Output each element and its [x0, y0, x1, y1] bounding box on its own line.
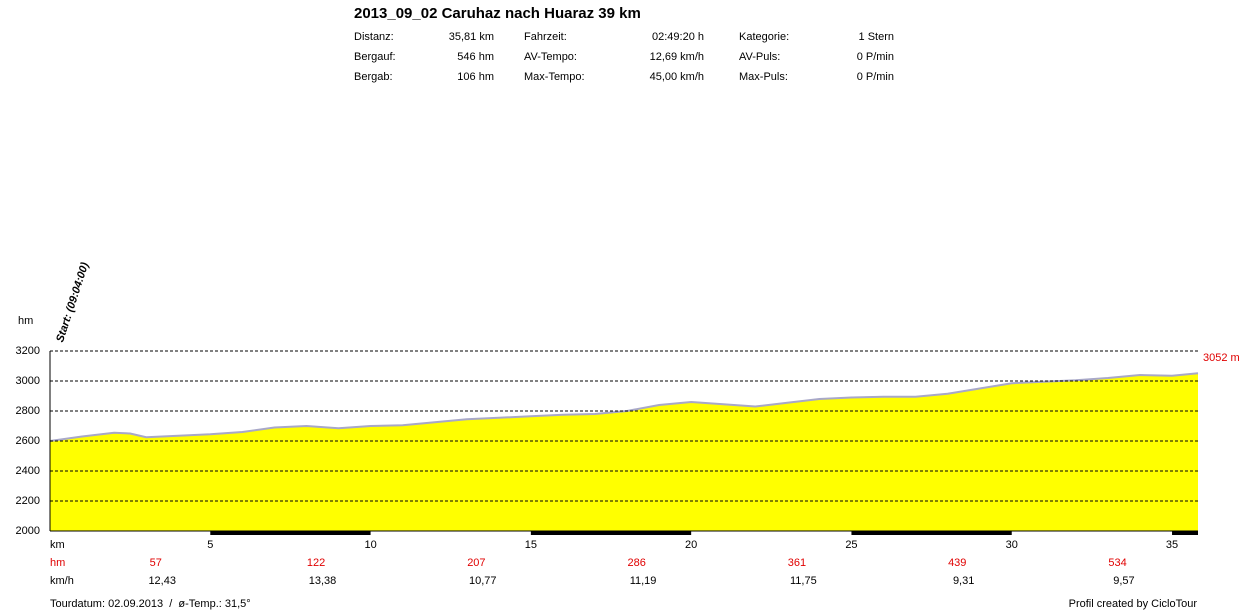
stat-label: Fahrzeit: — [524, 31, 567, 43]
row-value: 286 — [627, 557, 645, 569]
x-tick-bar — [1172, 531, 1198, 535]
row-value: 9,31 — [953, 575, 974, 587]
y-axis-label: hm — [18, 315, 33, 327]
x-tick-label: 5 — [207, 539, 213, 551]
stat-label: AV-Tempo: — [524, 51, 577, 63]
elevation-line — [49, 372, 1199, 442]
row-value: 13,38 — [309, 575, 337, 587]
stat-value: 12,69 km/h — [650, 51, 704, 63]
stat-value: 0 P/min — [857, 51, 894, 63]
row-value: 534 — [1108, 557, 1126, 569]
row-value: 361 — [788, 557, 806, 569]
y-tick-label: 2600 — [16, 435, 40, 447]
y-tick-label: 2800 — [16, 405, 40, 417]
end-label: 3052 m — [1203, 352, 1240, 364]
y-tick-label: 3200 — [16, 345, 40, 357]
x-tick-bar — [210, 531, 371, 535]
stat-value: 1 Stern — [859, 31, 894, 43]
stat-value: 106 hm — [457, 71, 494, 83]
x-tick-bar — [851, 531, 1012, 535]
footer-left: Tourdatum: 02.09.2013 / ø-Temp.: 31,5° — [50, 598, 251, 610]
y-tick-label: 2200 — [16, 495, 40, 507]
x-tick-label: 20 — [685, 539, 697, 551]
row-value: 11,19 — [630, 575, 657, 587]
footer-right: Profil created by CicloTour — [1069, 598, 1198, 610]
stat-value: 546 hm — [457, 51, 494, 63]
row-value: 10,77 — [469, 575, 497, 587]
x-tick-label: 35 — [1166, 539, 1178, 551]
row-value: 122 — [307, 557, 325, 569]
row-value: 11,75 — [790, 575, 817, 587]
elevation-area — [50, 373, 1198, 531]
stat-label: AV-Puls: — [739, 51, 780, 63]
row-value: 439 — [948, 557, 966, 569]
x-tick-label: 30 — [1006, 539, 1018, 551]
start-label: Start: (09:04:00) — [54, 261, 91, 344]
row-value: 207 — [467, 557, 485, 569]
stat-value: 45,00 km/h — [650, 71, 704, 83]
stat-label: Max-Puls: — [739, 71, 788, 83]
stat-label: Bergauf: — [354, 51, 396, 63]
stat-value: 35,81 km — [449, 31, 494, 43]
stat-label: Bergab: — [354, 71, 393, 83]
x-tick-label: 25 — [845, 539, 857, 551]
title: 2013_09_02 Caruhaz nach Huaraz 39 km — [354, 5, 641, 22]
x-tick-bar — [530, 531, 692, 535]
stat-label: Max-Tempo: — [524, 71, 585, 83]
x-axis-label: km — [50, 539, 65, 551]
y-tick-label: 3000 — [16, 375, 40, 387]
y-tick-label: 2400 — [16, 465, 40, 477]
y-tick-label: 2000 — [16, 525, 40, 537]
stat-label: Distanz: — [354, 31, 394, 43]
row-name: km/h — [50, 575, 74, 587]
row-value: 9,57 — [1113, 575, 1134, 587]
stat-value: 0 P/min — [857, 71, 894, 83]
x-tick-label: 15 — [525, 539, 537, 551]
x-tick-label: 10 — [364, 539, 376, 551]
row-name: hm — [50, 557, 65, 569]
stat-value: 02:49:20 h — [652, 31, 704, 43]
row-value: 12,43 — [148, 575, 176, 587]
stat-label: Kategorie: — [739, 31, 789, 43]
row-value: 57 — [150, 557, 162, 569]
